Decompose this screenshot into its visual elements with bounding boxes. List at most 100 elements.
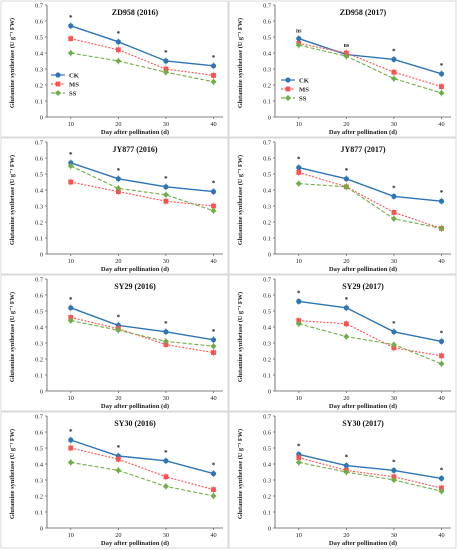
x-axis-label: Day after pollination (d)	[329, 540, 397, 547]
data-point-ss	[162, 191, 169, 198]
data-point-ss	[210, 343, 217, 350]
x-tick-label: 40	[210, 258, 216, 265]
data-point-ms	[211, 203, 216, 209]
x-tick-label: 30	[391, 258, 397, 265]
y-axis-label: Glutamine synthetase (U g⁻¹ FW)	[9, 155, 16, 245]
y-tick-label: 0.5	[263, 171, 271, 178]
data-point-ss	[295, 320, 302, 327]
y-tick-label: 0.5	[263, 34, 271, 41]
y-tick-label: 0.5	[35, 445, 43, 452]
series-line-ss	[298, 183, 442, 229]
y-tick-label: 0.1	[35, 509, 43, 516]
y-tick-label: 0.2	[263, 219, 271, 226]
x-tick-label: 20	[343, 121, 349, 128]
significance-label: *	[440, 189, 444, 197]
data-point-ck	[163, 329, 169, 335]
chart-panel: 0 0.1 0.2 0.3 0.4 0.5 0.6 0.7 10 20 30 40 Day after …	[0, 0, 229, 138]
series-line-ck	[298, 37, 442, 75]
data-point-ck	[438, 198, 445, 204]
chart-title: JY877 (2017)	[340, 145, 385, 154]
series-line-ck	[298, 453, 442, 480]
data-point-ck	[296, 298, 302, 304]
panel-border	[0, 137, 229, 275]
significance-label: *	[164, 320, 168, 328]
significance-label: *	[164, 49, 168, 57]
x-tick-label: 20	[343, 395, 349, 402]
y-axis-label: Glutamine synthetase (U g⁻¹ FW)	[237, 429, 244, 519]
y-axis-label: Glutamine synthetase (U g⁻¹ FW)	[9, 429, 16, 519]
series-line-ms	[70, 316, 214, 354]
significance-label: *	[392, 458, 396, 466]
series-line-ms	[70, 38, 214, 76]
data-point-ms	[211, 487, 216, 492]
x-tick-label: 40	[210, 395, 216, 402]
significance-label: *	[345, 454, 349, 462]
data-point-ms	[391, 69, 397, 75]
significance-label: *	[69, 14, 73, 22]
y-tick-label: 0.6	[263, 155, 271, 162]
y-tick-label: 0.7	[35, 276, 43, 283]
x-tick-label: 20	[343, 532, 349, 539]
x-tick-label: 30	[391, 395, 397, 402]
y-tick-label: 0.7	[263, 276, 271, 283]
series-line-ss	[70, 461, 214, 497]
y-tick-label: 0.5	[35, 171, 43, 178]
x-tick-label: 30	[163, 532, 169, 539]
series-line-ck	[70, 439, 214, 475]
data-point-ss	[295, 42, 302, 48]
y-axis-label: Glutamine synthetase (U g⁻¹ FW)	[9, 292, 16, 382]
significance-label: ns	[296, 29, 302, 35]
data-point-ck	[391, 193, 397, 199]
y-tick-label: 0.4	[35, 50, 44, 57]
data-point-ck	[68, 23, 74, 29]
panel-border	[228, 137, 457, 275]
x-tick-label: 10	[68, 121, 74, 128]
x-axis-label: Day after pollination (d)	[101, 540, 169, 547]
y-tick-label: 0	[40, 114, 43, 121]
legend: CK MS SS	[51, 72, 80, 97]
series-line-ss	[298, 44, 442, 94]
y-tick-label: 0	[40, 388, 43, 395]
data-point-ms	[211, 73, 216, 78]
series-line-ck	[70, 25, 214, 67]
data-point-ss	[210, 78, 217, 85]
legend-marker-ms	[55, 81, 61, 87]
data-point-ss	[438, 360, 445, 367]
significance-label: *	[297, 156, 301, 164]
panel-border	[0, 274, 229, 412]
chart-title: SY29 (2016)	[114, 282, 156, 291]
data-point-ms	[439, 353, 444, 359]
panel-border	[0, 0, 229, 138]
data-point-ss	[438, 225, 445, 232]
y-tick-label: 0.4	[35, 187, 44, 194]
chart-panel: 0 0.1 0.2 0.3 0.4 0.5 0.6 0.7 10 20 30 40 Day after …	[0, 411, 229, 549]
y-axis-label: Glutamine synthetase (U g⁻¹ FW)	[9, 18, 16, 108]
chart-title: ZD958 (2017)	[340, 8, 387, 17]
x-tick-label: 10	[296, 532, 302, 539]
data-point-ck	[438, 338, 445, 344]
x-tick-label: 40	[438, 258, 444, 265]
data-point-ms	[68, 179, 74, 185]
x-axis-label: Day after pollination (d)	[329, 266, 397, 273]
significance-label: *	[440, 329, 444, 337]
series-line-ck	[298, 300, 442, 343]
series-line-ck	[70, 162, 214, 193]
significance-label: *	[69, 296, 73, 304]
significance-label: *	[392, 47, 396, 55]
y-tick-label: 0.4	[35, 461, 44, 468]
significance-label: *	[164, 449, 168, 457]
data-point-ms	[296, 170, 302, 175]
data-point-ck	[210, 63, 217, 69]
x-tick-label: 40	[210, 121, 216, 128]
legend-marker-ss	[285, 95, 291, 101]
y-tick-label: 0.2	[35, 493, 43, 500]
y-tick-label: 0	[268, 388, 271, 395]
x-tick-label: 40	[438, 121, 444, 128]
significance-label: *	[212, 180, 216, 188]
significance-label: *	[392, 320, 396, 328]
data-point-ss	[390, 477, 397, 483]
data-point-ss	[162, 483, 169, 490]
y-tick-label: 0.1	[35, 98, 43, 105]
y-tick-label: 0.1	[35, 235, 43, 242]
series-line-ms	[298, 42, 442, 88]
